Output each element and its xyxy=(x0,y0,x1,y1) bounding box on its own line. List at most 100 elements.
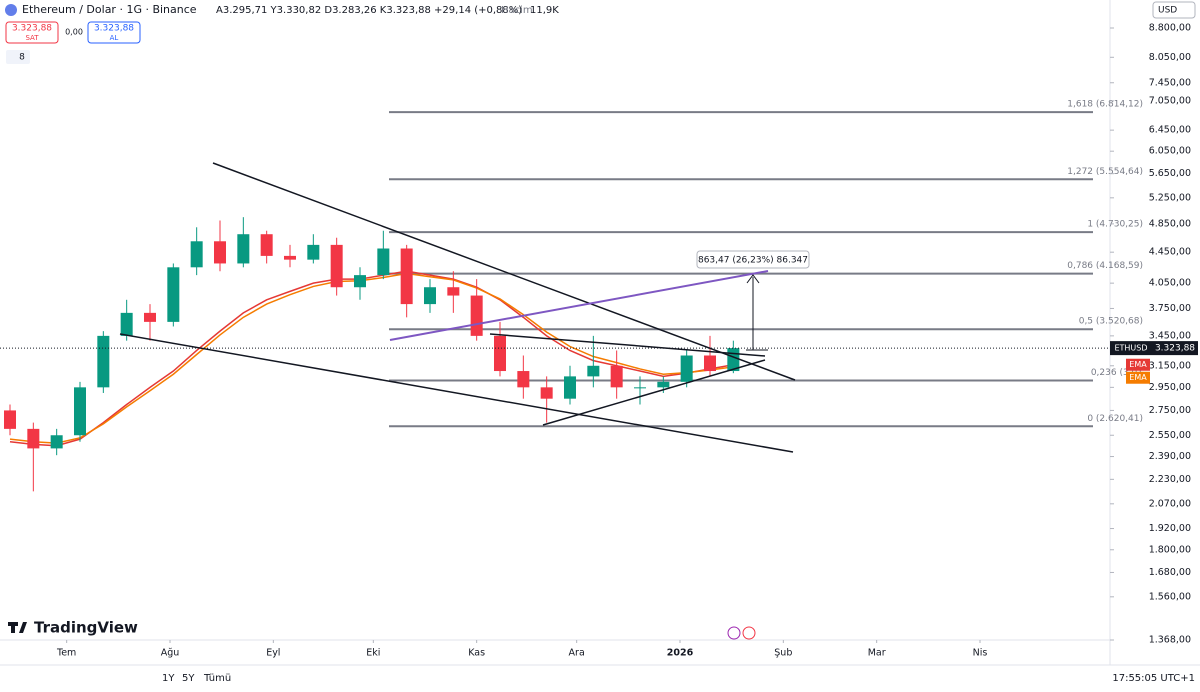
sell-price: 3.323,88 xyxy=(12,24,52,34)
brand: TradingView xyxy=(34,619,138,637)
x-tick-label: Nis xyxy=(973,648,988,659)
y-tick-label: 4.050,00 xyxy=(1149,278,1191,289)
x-tick-label: Kas xyxy=(468,648,485,659)
y-tick-label: 6.050,00 xyxy=(1149,146,1191,157)
candle-body xyxy=(517,371,530,388)
buy-label: AL xyxy=(110,34,119,42)
x-tick-label: Eyl xyxy=(266,648,280,659)
y-tick-label: 8.050,00 xyxy=(1149,52,1191,63)
candle-body xyxy=(610,365,623,388)
candle-body xyxy=(74,387,86,436)
y-tick-label: 4.450,00 xyxy=(1149,247,1191,258)
buy-price: 3.323,88 xyxy=(94,24,134,34)
candle-body xyxy=(447,287,460,296)
ema-tag xyxy=(1126,371,1150,384)
candle-body xyxy=(120,312,133,336)
fib-label: 1 (4.730,25) xyxy=(1087,220,1143,230)
candle-body xyxy=(4,410,16,429)
x-tick-label: Ara xyxy=(569,648,585,659)
y-tick-label: 7.050,00 xyxy=(1149,95,1191,106)
candle-body xyxy=(214,241,226,264)
trendline[interactable] xyxy=(212,162,796,381)
x-tick-label: Şub xyxy=(774,648,792,659)
x-tick-label: Mar xyxy=(868,648,886,659)
y-tick-label: 2.070,00 xyxy=(1149,498,1191,509)
y-tick-label: 1.680,00 xyxy=(1149,567,1191,578)
candle-body xyxy=(400,248,413,305)
spread: 0,00 xyxy=(65,28,83,37)
candle-body xyxy=(260,234,273,256)
candle-body xyxy=(377,248,390,276)
candle-body xyxy=(50,435,63,449)
trendline[interactable] xyxy=(389,270,769,341)
y-tick-label: 2.390,00 xyxy=(1149,451,1191,462)
range-button[interactable]: Tümü xyxy=(203,673,231,684)
arrow-head xyxy=(746,274,760,284)
trendline[interactable] xyxy=(542,359,766,426)
ohlc: A3.295,71 Y3.330,82 D3.283,26 K3.323,88 … xyxy=(216,5,522,16)
measure-box xyxy=(696,250,810,269)
candle-body xyxy=(144,312,156,322)
candle-body xyxy=(704,355,716,372)
event-icon[interactable] xyxy=(742,626,756,640)
x-tick-label: 2026 xyxy=(667,648,694,659)
y-tick-label: 2.550,00 xyxy=(1149,430,1191,441)
range-button[interactable]: 1Y xyxy=(162,673,175,684)
candle-body xyxy=(330,244,343,288)
candle-body xyxy=(564,376,576,399)
y-tick-label: 5.650,00 xyxy=(1149,168,1191,179)
indicators-count: 8 xyxy=(19,53,25,63)
volume: 11,9K xyxy=(530,5,559,16)
candle-body xyxy=(284,255,296,260)
candle-body xyxy=(97,335,110,388)
candle-body xyxy=(540,387,553,399)
buy-button[interactable] xyxy=(87,21,141,44)
candle-body xyxy=(27,428,40,449)
fib-label: 0 (2.620,41) xyxy=(1087,414,1143,424)
clock: 17:55:05 UTC+1 xyxy=(1112,673,1195,684)
y-tick-label: 2.750,00 xyxy=(1149,405,1191,416)
y-tick-label: 5.250,00 xyxy=(1149,192,1191,203)
range-button[interactable]: 5Y xyxy=(182,673,195,684)
plot: 1,618 (6.814,12) 1,272 (5.554,64) 1 (4.730… xyxy=(0,100,1143,492)
fib-label: 1,618 (6.814,12) xyxy=(1067,100,1143,110)
fib-label: 0,236 (3.01 xyxy=(1091,368,1143,378)
candle-body xyxy=(424,287,436,305)
trendline[interactable] xyxy=(119,333,794,453)
trendline[interactable] xyxy=(489,333,766,357)
x-tick-label: Eki xyxy=(366,648,380,659)
symbol-tag xyxy=(1110,341,1152,356)
indicators-toggle[interactable] xyxy=(6,50,30,64)
y-tick-label: 7.450,00 xyxy=(1149,77,1191,88)
event-icon[interactable] xyxy=(727,626,741,640)
candle-body xyxy=(237,234,250,264)
ema-tag xyxy=(1126,358,1150,371)
eth-icon xyxy=(5,4,17,16)
currency-button[interactable] xyxy=(1152,1,1196,19)
ema-line xyxy=(9,272,734,444)
candle-body xyxy=(190,241,203,268)
currency: USD xyxy=(1158,6,1177,16)
y-tick-label: 1.920,00 xyxy=(1149,523,1191,534)
sell-button[interactable] xyxy=(5,21,59,44)
price-tag xyxy=(1152,341,1198,356)
y-tick-label: 1.800,00 xyxy=(1149,544,1191,555)
volume-label: Hacim xyxy=(501,5,533,16)
fib-label: 0,5 (3.520,68) xyxy=(1079,317,1143,327)
y-tick-label: 1.560,00 xyxy=(1149,591,1191,602)
candle-body xyxy=(307,244,320,260)
measure-label: 863,47 (26,23%) 86.347 xyxy=(698,256,808,266)
y-tick-label: 3.150,00 xyxy=(1149,360,1191,371)
drawings xyxy=(119,162,796,453)
y-tick-label: 2.950,00 xyxy=(1149,382,1191,393)
x-tick-label: Tem xyxy=(56,648,76,659)
candle-body xyxy=(494,335,506,372)
brand-logo xyxy=(8,622,27,633)
y-tick-label: 6.450,00 xyxy=(1149,125,1191,136)
y-tick-label: 3.750,00 xyxy=(1149,303,1191,314)
y-tick-label: 8.800,00 xyxy=(1149,23,1191,34)
y-tick-label: 2.230,00 xyxy=(1149,474,1191,485)
x-tick-label: Ağu xyxy=(161,648,180,659)
symbol[interactable]: Ethereum / Dolar · 1G · Binance xyxy=(22,3,197,16)
